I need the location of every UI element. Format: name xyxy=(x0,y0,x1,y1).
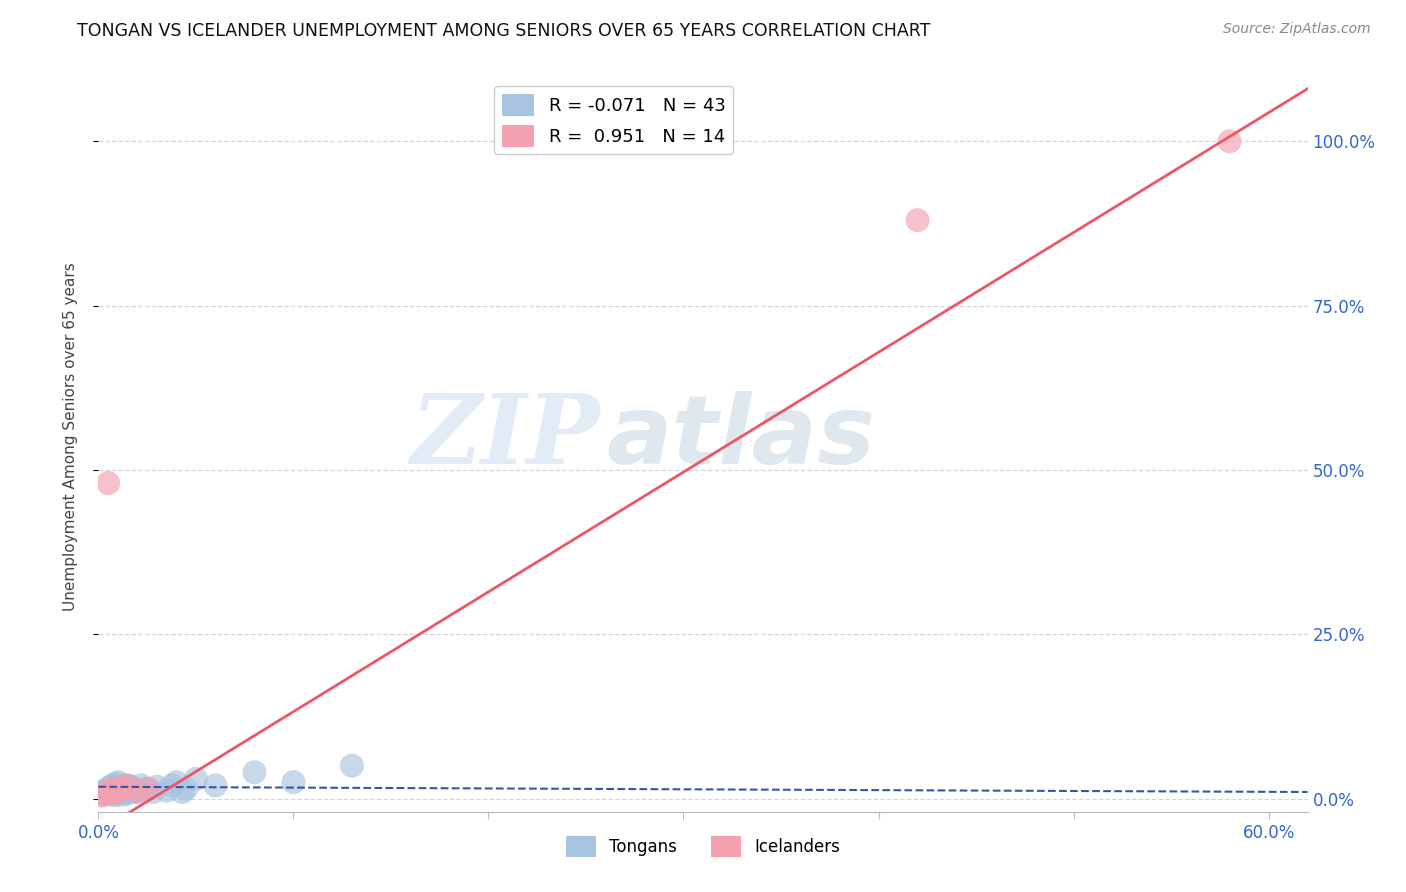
Point xyxy=(91,789,114,803)
Point xyxy=(146,780,169,794)
Point xyxy=(96,786,118,800)
Point xyxy=(111,779,134,793)
Point xyxy=(89,785,111,799)
Point xyxy=(111,783,134,797)
Point xyxy=(117,779,139,793)
Point xyxy=(104,783,127,797)
Point xyxy=(121,780,143,794)
Point xyxy=(283,775,305,789)
Point xyxy=(172,785,194,799)
Point xyxy=(127,783,149,797)
Point xyxy=(103,786,125,800)
Point xyxy=(91,789,114,803)
Point xyxy=(107,775,129,789)
Point xyxy=(101,781,124,796)
Point xyxy=(112,781,135,796)
Point xyxy=(108,786,131,800)
Point xyxy=(127,785,149,799)
Legend: Tongans, Icelanders: Tongans, Icelanders xyxy=(560,830,846,863)
Point xyxy=(340,758,363,772)
Point xyxy=(101,785,124,799)
Point xyxy=(118,783,141,797)
Text: Source: ZipAtlas.com: Source: ZipAtlas.com xyxy=(1223,22,1371,37)
Point xyxy=(98,785,121,799)
Point xyxy=(131,779,153,793)
Point xyxy=(93,783,115,797)
Text: atlas: atlas xyxy=(606,391,876,483)
Point xyxy=(114,785,136,799)
Point xyxy=(243,765,266,780)
Point xyxy=(112,788,135,802)
Point xyxy=(108,780,131,794)
Point xyxy=(136,781,159,796)
Point xyxy=(117,779,139,793)
Point xyxy=(104,789,127,803)
Point xyxy=(101,779,124,793)
Y-axis label: Unemployment Among Seniors over 65 years: Unemployment Among Seniors over 65 years xyxy=(63,263,77,611)
Point xyxy=(107,785,129,799)
Point xyxy=(162,779,184,793)
Point xyxy=(204,779,226,793)
Point xyxy=(136,781,159,796)
Point xyxy=(156,783,179,797)
Point xyxy=(98,788,121,802)
Point xyxy=(142,785,165,799)
Point xyxy=(111,781,134,796)
Point xyxy=(107,785,129,799)
Point xyxy=(1219,134,1241,148)
Point xyxy=(97,476,120,491)
Point xyxy=(907,213,929,227)
Point xyxy=(117,786,139,800)
Point xyxy=(174,781,197,796)
Text: ZIP: ZIP xyxy=(411,390,600,484)
Text: TONGAN VS ICELANDER UNEMPLOYMENT AMONG SENIORS OVER 65 YEARS CORRELATION CHART: TONGAN VS ICELANDER UNEMPLOYMENT AMONG S… xyxy=(77,22,931,40)
Point xyxy=(184,772,207,786)
Point xyxy=(96,786,118,800)
Point xyxy=(122,781,145,796)
Point xyxy=(103,786,125,800)
Point xyxy=(165,775,187,789)
Point xyxy=(104,777,127,791)
Point xyxy=(98,780,121,794)
Point xyxy=(107,781,129,796)
Point xyxy=(97,781,120,796)
Point xyxy=(124,785,146,799)
